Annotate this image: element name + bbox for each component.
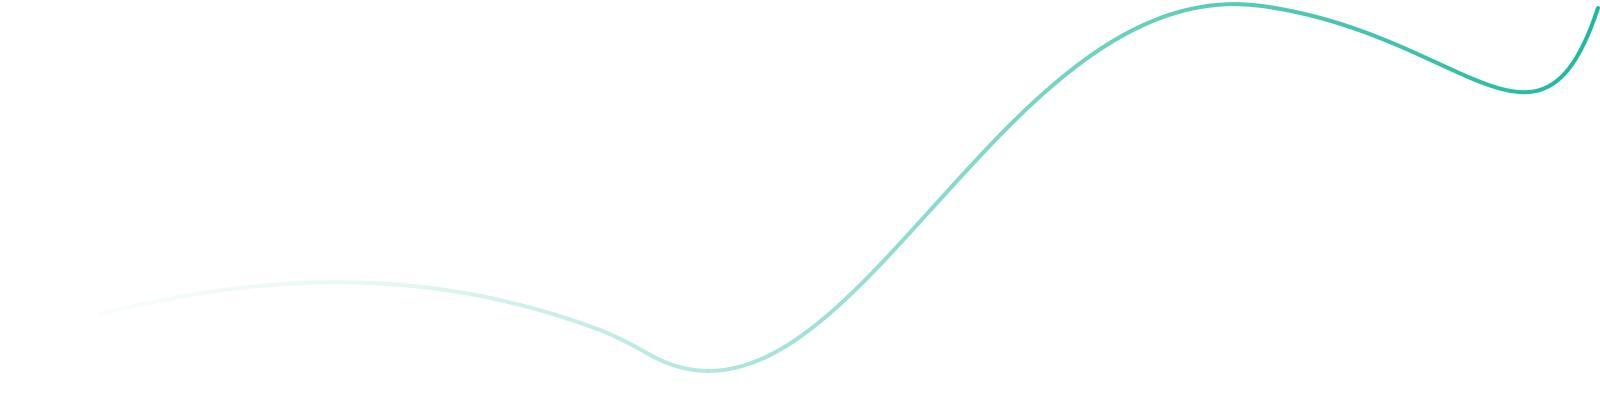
wave-line-main xyxy=(98,2,1600,373)
